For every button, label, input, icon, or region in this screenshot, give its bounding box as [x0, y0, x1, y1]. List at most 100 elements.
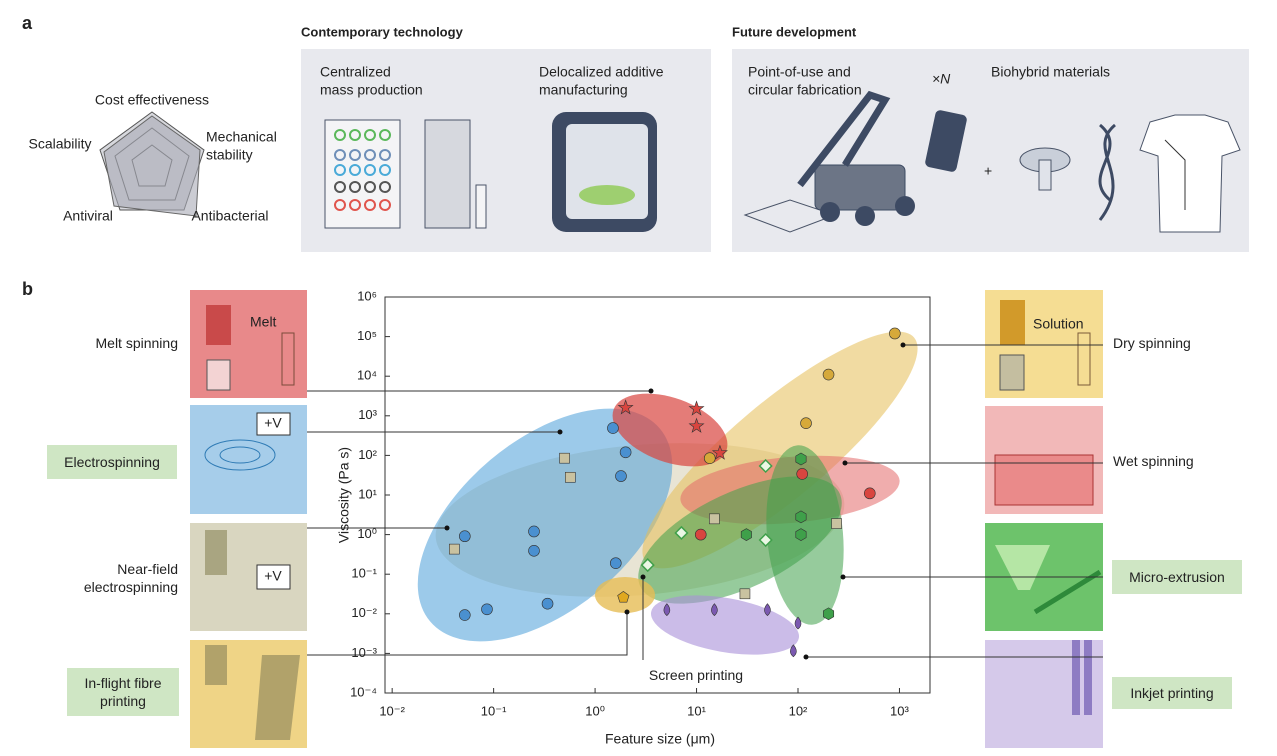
y-tick-label: 10⁶ [357, 288, 377, 303]
point [831, 518, 842, 529]
printer-illustration [552, 112, 657, 232]
x-tick-label: 10¹ [687, 703, 706, 718]
point [449, 543, 460, 555]
section-title: Future development [732, 24, 857, 39]
radar [99, 111, 205, 217]
item-label: mass production [320, 82, 423, 98]
icon-label: +V [264, 415, 282, 431]
point [617, 590, 630, 603]
point [674, 525, 689, 541]
point [822, 368, 835, 381]
series-label: In-flight fibre printing [67, 668, 179, 716]
radar-label: Scalability [28, 136, 91, 152]
x-tick-label: 10² [789, 703, 808, 718]
y-tick-label: 10³ [358, 407, 377, 422]
series-label: Near-field electrospinning [83, 561, 178, 595]
item-label: Biohybrid materials [991, 64, 1110, 80]
regions [417, 331, 918, 655]
point [688, 417, 705, 433]
y-tick-label: 10⁻⁴ [350, 684, 377, 699]
point [889, 327, 901, 340]
panel-label: b [22, 279, 33, 299]
point [709, 513, 720, 525]
leader-dots [444, 342, 906, 660]
y-tick-label: 10¹ [358, 486, 377, 501]
icon-label: Melt [250, 314, 277, 330]
point [703, 452, 716, 464]
radar-label: Cost effectiveness [95, 92, 209, 108]
point [481, 603, 493, 616]
section-title: Contemporary technology [301, 24, 464, 39]
factory-illustration [324, 119, 487, 229]
series-label: Micro-extrusion [1112, 560, 1242, 594]
y-tick-label: 10⁴ [357, 368, 377, 383]
x-axis-label: Feature size (μm) [605, 731, 715, 747]
series-label: Dry spinning [1113, 335, 1191, 351]
point [565, 471, 576, 483]
point [619, 446, 632, 459]
point [528, 544, 540, 557]
point [694, 528, 707, 541]
point [863, 487, 876, 500]
x-tick-label: 10⁻² [379, 703, 405, 718]
series-label: Melt spinning [95, 335, 179, 351]
series-label: Wet spinning [1113, 453, 1194, 469]
point [758, 458, 773, 474]
y-tick-label: 10² [358, 447, 377, 462]
leader-lines [307, 344, 1103, 660]
point [740, 528, 752, 541]
point [790, 644, 797, 658]
series-label: Inkjet printing [1112, 677, 1232, 709]
x-tick-label: 10³ [890, 703, 909, 718]
point [640, 558, 655, 573]
x-tick-label: 10⁻¹ [481, 703, 507, 718]
y-axis-label: Viscosity (Pa s) [336, 447, 352, 543]
panel-label: a [22, 13, 33, 33]
point [711, 444, 728, 460]
radar-label: Antibacterial [191, 208, 268, 224]
item-label: manufacturing [539, 82, 628, 98]
point [794, 616, 802, 630]
point [688, 400, 705, 416]
point [617, 399, 634, 415]
point [615, 470, 627, 482]
y-tick-label: 10⁵ [357, 328, 377, 343]
point [758, 532, 773, 548]
radar-label: Antiviral [63, 208, 113, 224]
item-label: Centralized [320, 64, 391, 80]
point [459, 530, 471, 543]
point [559, 452, 570, 464]
item-label: Point-of-use and [748, 64, 851, 80]
point [795, 510, 807, 524]
point [795, 528, 807, 541]
series-label: Screen printing [648, 667, 744, 683]
plus: + [984, 163, 992, 179]
biohybrid-illustration [1019, 114, 1241, 233]
icon-label: +V [264, 568, 282, 584]
point [711, 603, 718, 617]
point [795, 452, 807, 466]
robot-illustration [743, 90, 967, 233]
point [800, 417, 812, 430]
y-tick-label: 10⁻¹ [351, 566, 377, 581]
y-tick-label: 10⁻² [351, 605, 377, 620]
item-label: Delocalized additive [539, 64, 664, 80]
point [764, 603, 771, 617]
multiplier: ×N [932, 71, 951, 87]
icon-label: Solution [1033, 316, 1084, 332]
point [796, 468, 808, 480]
point [528, 525, 540, 538]
point [607, 422, 619, 434]
point [541, 597, 554, 610]
x-tick-label: 10⁰ [585, 703, 605, 718]
point [663, 603, 671, 617]
series-label: Electrospinning [47, 445, 177, 479]
radar-label: stability [206, 147, 253, 163]
item-label: circular fabrication [748, 82, 862, 98]
y-tick-label: 10⁰ [357, 526, 377, 541]
point [739, 588, 751, 600]
point [823, 607, 835, 621]
y-tick-label: 10⁻³ [351, 645, 377, 660]
